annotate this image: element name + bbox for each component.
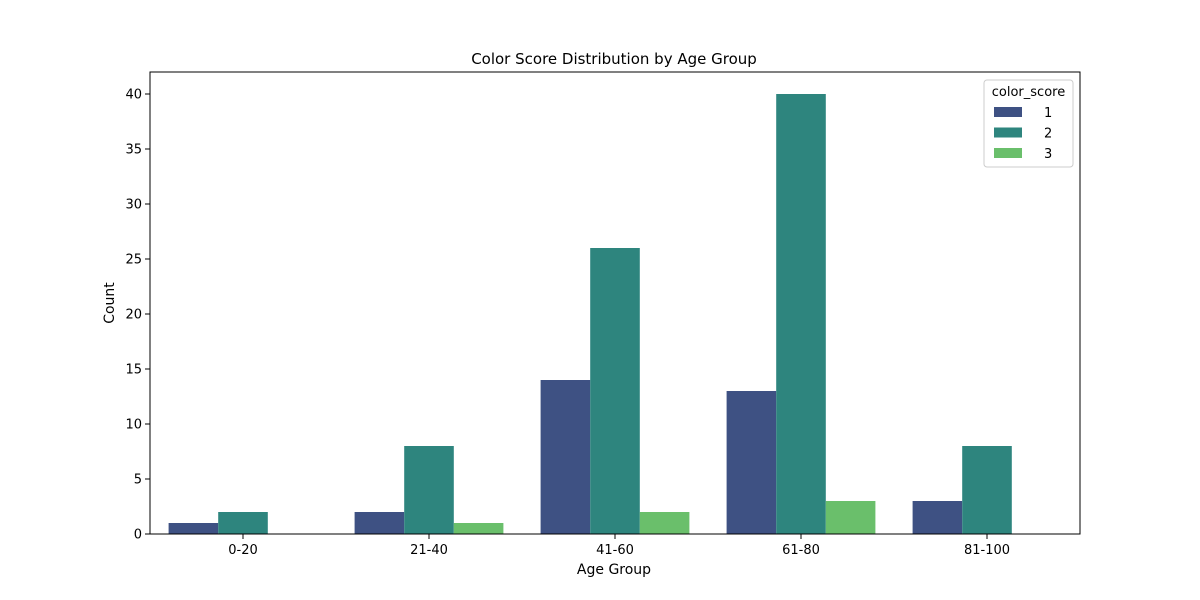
x-axis-label: Age Group <box>577 562 651 578</box>
legend-swatch-3 <box>994 148 1022 158</box>
x-tick-label: 21-40 <box>410 543 448 558</box>
y-tick-label: 25 <box>125 253 142 268</box>
bar-0-20-score-1 <box>168 523 219 534</box>
x-tick-label: 0-20 <box>228 543 258 558</box>
bar-0-20-score-2 <box>218 512 268 534</box>
bar-41-60-score-2 <box>590 248 640 534</box>
y-axis-label: Count <box>102 282 118 324</box>
bar-61-80-score-3 <box>825 501 876 534</box>
bar-81-100-score-2 <box>962 446 1012 534</box>
legend-swatch-2 <box>994 127 1022 138</box>
legend-title: color_score <box>992 85 1065 100</box>
x-tick-label: 81-100 <box>964 543 1010 558</box>
legend-label-3: 3 <box>1044 147 1052 162</box>
bar-21-40-score-3 <box>453 523 504 534</box>
x-tick-label: 41-60 <box>596 543 634 558</box>
x-axis: 0-20 21-40 41-60 61-80 81-100 <box>228 534 1010 558</box>
bar-21-40-score-1 <box>354 512 405 534</box>
y-tick-label: 20 <box>125 308 142 323</box>
y-tick-label: 10 <box>125 418 142 433</box>
y-tick-label: 30 <box>125 198 142 213</box>
y-axis: 0 5 10 15 20 25 30 35 40 <box>125 88 150 543</box>
legend-entries: 1 2 3 <box>994 106 1052 162</box>
bar-61-80-score-2 <box>776 94 826 534</box>
bar-41-60-score-1 <box>540 380 591 534</box>
legend-swatch-1 <box>994 107 1022 117</box>
bar-61-80-score-1 <box>726 391 777 534</box>
x-tick-label: 61-80 <box>782 543 820 558</box>
y-tick-label: 0 <box>134 528 142 543</box>
bar-21-40-score-2 <box>404 446 454 534</box>
chart-title: Color Score Distribution by Age Group <box>471 50 757 68</box>
legend-label-2: 2 <box>1044 127 1052 142</box>
y-tick-label: 40 <box>125 88 142 103</box>
bar-41-60-score-3 <box>639 512 690 534</box>
y-tick-label: 15 <box>125 363 142 378</box>
legend: color_score 1 2 3 <box>983 79 1074 168</box>
legend-label-1: 1 <box>1044 106 1052 121</box>
y-tick-label: 35 <box>125 143 142 158</box>
bars-group <box>168 94 1012 534</box>
bar-81-100-score-1 <box>912 501 963 534</box>
y-tick-label: 5 <box>134 473 142 488</box>
legend-box <box>983 79 1074 168</box>
